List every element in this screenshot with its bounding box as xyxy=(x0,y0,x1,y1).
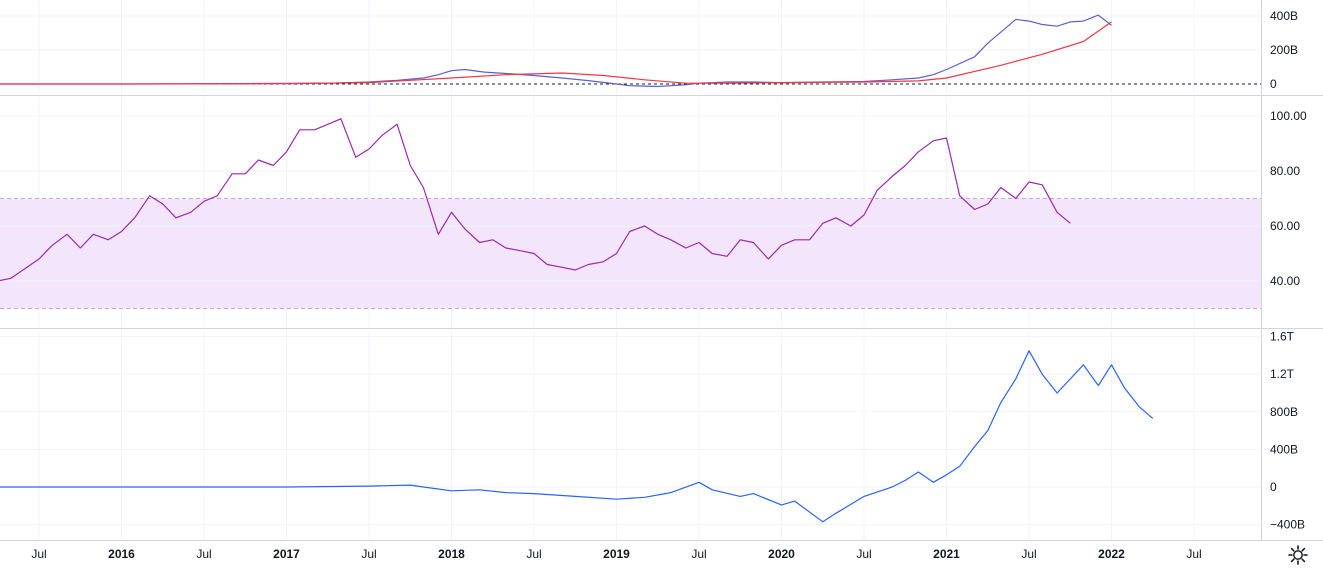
y-tick-label: 800B xyxy=(1270,405,1298,419)
time-tick-label: Jul xyxy=(31,547,46,561)
y-tick-label: 400B xyxy=(1270,442,1298,456)
y-tick-label: 80.00 xyxy=(1270,164,1300,178)
time-tick-label: 2020 xyxy=(768,547,795,561)
time-tick-label: Jul xyxy=(196,547,211,561)
time-tick-label: Jul xyxy=(361,547,376,561)
rsi-series-line xyxy=(0,118,1071,282)
y-tick-label: −400B xyxy=(1270,518,1305,532)
y-tick-label: 400B xyxy=(1270,9,1298,23)
time-tick-label: Jul xyxy=(526,547,541,561)
y-tick-label: 0 xyxy=(1270,480,1277,494)
time-tick-label: 2019 xyxy=(603,547,630,561)
rsi-band xyxy=(0,198,1261,309)
time-tick-label: 2017 xyxy=(273,547,300,561)
macd-series-line xyxy=(0,21,1112,85)
macd-series-line xyxy=(0,14,1112,88)
time-tick-label: Jul xyxy=(1186,547,1201,561)
y-tick-label: 60.00 xyxy=(1270,219,1300,233)
time-tick-label: Jul xyxy=(1021,547,1036,561)
time-tick-label: Jul xyxy=(856,547,871,561)
y-tick-label: 200B xyxy=(1270,43,1298,57)
time-tick-label: 2021 xyxy=(933,547,960,561)
y-tick-label: 0 xyxy=(1270,77,1277,91)
gear-icon xyxy=(1288,545,1308,565)
time-tick-label: 2016 xyxy=(108,547,135,561)
y-tick-label: 1.6T xyxy=(1270,330,1295,344)
momentum-series-line xyxy=(0,350,1154,523)
settings-button[interactable] xyxy=(1286,543,1310,567)
time-tick-label: 2018 xyxy=(438,547,465,561)
time-tick-label: Jul xyxy=(691,547,706,561)
y-tick-label: 1.2T xyxy=(1270,367,1295,381)
y-tick-label: 40.00 xyxy=(1270,274,1300,288)
time-tick-label: 2022 xyxy=(1098,547,1125,561)
y-tick-label: 100.00 xyxy=(1270,109,1307,123)
